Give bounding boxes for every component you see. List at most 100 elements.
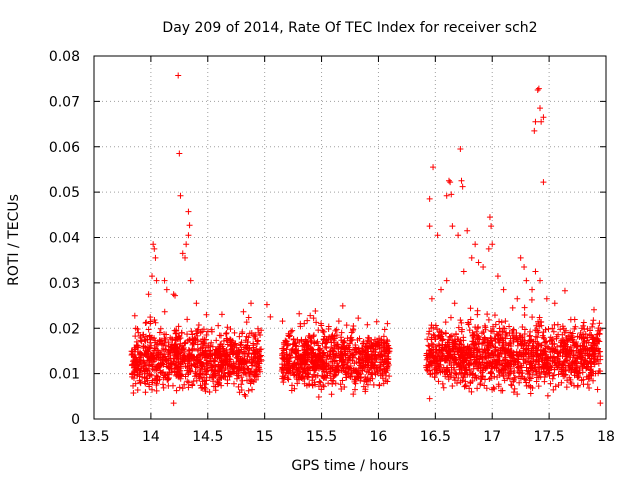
data-point (208, 326, 215, 333)
data-point (320, 349, 327, 356)
data-point (309, 381, 316, 388)
data-point (199, 336, 206, 343)
data-point (516, 379, 523, 386)
data-point (563, 384, 570, 391)
data-point (524, 358, 531, 365)
data-point (175, 323, 182, 330)
data-point (468, 254, 475, 261)
data-point (458, 177, 465, 184)
data-point (380, 333, 387, 340)
data-point (224, 341, 231, 348)
y-tick-label: 0.07 (49, 94, 80, 110)
data-point (532, 333, 539, 340)
data-point (267, 313, 274, 320)
data-point (423, 356, 430, 363)
data-point (364, 351, 371, 358)
data-point (455, 232, 462, 239)
data-point (529, 352, 536, 359)
data-point (338, 329, 345, 336)
data-point (161, 277, 168, 284)
data-point (340, 339, 347, 346)
data-point (288, 328, 295, 335)
data-point (312, 307, 319, 314)
data-point (194, 327, 201, 334)
data-point (480, 263, 487, 270)
data-point (151, 316, 158, 323)
data-point (330, 351, 337, 358)
data-point (423, 364, 430, 371)
data-point (294, 366, 301, 373)
data-point (447, 352, 454, 359)
data-point (502, 349, 509, 356)
data-point (203, 371, 210, 378)
data-point (217, 353, 224, 360)
data-point (175, 348, 182, 355)
data-point (134, 386, 141, 393)
data-point (283, 346, 290, 353)
data-point (218, 332, 225, 339)
data-point (440, 384, 447, 391)
data-point (483, 354, 490, 361)
data-point (161, 308, 168, 315)
data-point (206, 374, 213, 381)
data-point (250, 340, 257, 347)
data-point (485, 343, 492, 350)
data-point (233, 354, 240, 361)
data-point (280, 379, 287, 386)
data-point (130, 375, 137, 382)
data-point (257, 331, 264, 338)
data-point (293, 343, 300, 350)
data-point (177, 363, 184, 370)
data-point (500, 286, 507, 293)
data-point (446, 349, 453, 356)
data-point (488, 223, 495, 230)
data-point (178, 342, 185, 349)
data-point (310, 315, 317, 322)
data-point (282, 338, 289, 345)
data-point (584, 352, 591, 359)
data-point (178, 329, 185, 336)
data-point (436, 356, 443, 363)
data-point (594, 335, 601, 342)
data-point (540, 114, 547, 121)
data-point (293, 376, 300, 383)
data-point (328, 391, 335, 398)
x-tick-label: 16.5 (420, 429, 451, 445)
data-point (490, 328, 497, 335)
data-point (302, 370, 309, 377)
data-point (514, 391, 521, 398)
data-point (332, 342, 339, 349)
data-point (583, 364, 590, 371)
data-point (233, 375, 240, 382)
data-point (445, 336, 452, 343)
data-point (483, 385, 490, 392)
data-point (381, 366, 388, 373)
data-point (191, 361, 198, 368)
data-point (183, 241, 190, 248)
data-point (447, 179, 454, 186)
data-point (204, 367, 211, 374)
data-point (243, 333, 250, 340)
data-point (208, 339, 215, 346)
data-point (380, 361, 387, 368)
data-point (371, 361, 378, 368)
data-point (146, 332, 153, 339)
data-point (225, 369, 232, 376)
data-point (558, 343, 565, 350)
data-point (594, 386, 601, 393)
data-point (379, 356, 386, 363)
data-point (320, 335, 327, 342)
data-point (482, 347, 489, 354)
x-axis-label: GPS time / hours (291, 458, 408, 474)
data-point (313, 319, 320, 326)
data-point (257, 353, 264, 360)
data-point (230, 368, 237, 375)
data-point (247, 380, 254, 387)
data-point (339, 364, 346, 371)
data-point (363, 378, 370, 385)
data-point (466, 366, 473, 373)
data-point (466, 360, 473, 367)
data-point (305, 371, 312, 378)
data-point (290, 369, 297, 376)
data-point (174, 368, 181, 375)
